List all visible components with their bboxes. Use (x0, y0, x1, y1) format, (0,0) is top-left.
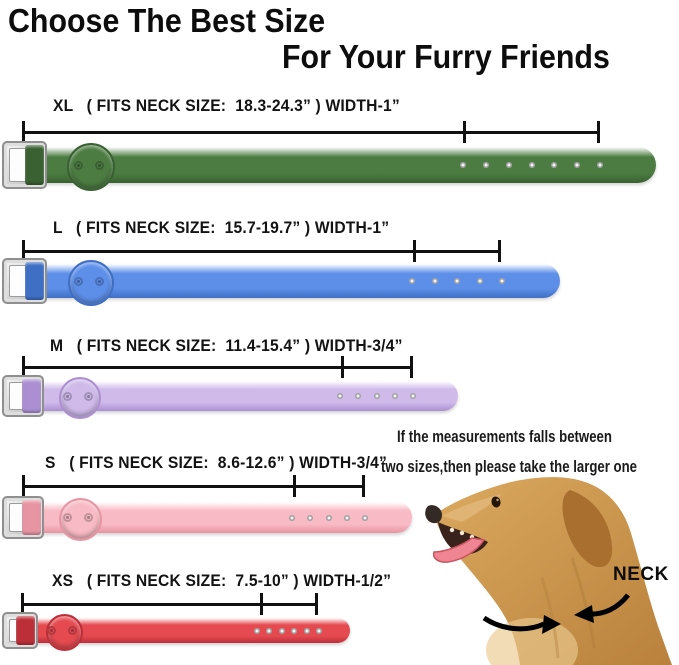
dimension-line-bar (21, 602, 318, 606)
rivet (74, 160, 83, 170)
dog-head (434, 477, 672, 665)
dimension-tick-mid (293, 475, 296, 497)
dog-tooth (459, 530, 465, 536)
dog-neck-shading (570, 557, 596, 649)
adjustment-hole (482, 162, 489, 168)
dimension-tick-end (315, 593, 318, 615)
rivet (68, 626, 77, 635)
adjustment-hole (289, 514, 295, 521)
dimension-tick-end (597, 121, 600, 143)
dog-tongue (432, 537, 486, 563)
adjustment-hole (551, 162, 558, 168)
adjustment-hole (499, 278, 505, 284)
adjustment-hole (343, 514, 350, 521)
adjustment-hole (266, 627, 273, 634)
dimension-tick-end (362, 475, 365, 497)
neck-arrow-right (574, 593, 630, 623)
adjustment-hole (316, 627, 322, 634)
dimension-tick-end (410, 356, 413, 378)
rivet (47, 626, 56, 635)
adjustment-hole (505, 162, 512, 168)
adjustment-hole (528, 162, 535, 168)
dimension-line-bar (22, 365, 413, 369)
adjustment-hole (431, 278, 438, 284)
dog-photo (425, 477, 672, 665)
dimension-tick-start (22, 240, 25, 262)
dimension-line (22, 240, 501, 262)
dimension-tick-end (498, 240, 501, 262)
adjustment-hole (254, 627, 260, 634)
size-label-m: M ( FITS NECK SIZE: 11.4-15.4” ) WIDTH-3… (50, 336, 403, 355)
dimension-line (22, 475, 365, 497)
note-line-1: If the measurements falls between (397, 428, 612, 446)
adjustment-hole (278, 627, 285, 634)
dimension-tick-start (22, 356, 25, 378)
adjustment-hole (325, 514, 332, 521)
dimension-tick-start (21, 593, 24, 615)
adjustment-hole (476, 278, 483, 284)
dimension-line (21, 593, 318, 615)
dog-eye-highlight (496, 498, 499, 502)
adjustment-hole (454, 278, 460, 284)
title-line-2: For Your Furry Friends (282, 38, 610, 75)
neck-arrow-left (482, 615, 561, 634)
rivet (95, 160, 104, 170)
dog-muzzle-shading (442, 494, 502, 522)
dimension-line (22, 356, 413, 378)
dog-ear (562, 490, 613, 568)
dog-neck-shading (540, 577, 560, 659)
dimension-line (22, 121, 600, 143)
note-line-2: two sizes,then please take the larger on… (381, 458, 638, 476)
adjustment-hole (597, 162, 603, 168)
adjustment-hole (291, 627, 298, 634)
dog-nose (425, 505, 442, 524)
rivet (63, 513, 72, 522)
size-label-xs: XS ( FITS NECK SIZE: 7.5-10” ) WIDTH-1/2… (52, 571, 392, 590)
dimension-tick-mid (463, 121, 466, 143)
buckle-strap-end (25, 145, 44, 185)
buckle-strap-end (22, 379, 41, 413)
title-line-1: Choose The Best Size (8, 2, 326, 39)
rivet (84, 513, 93, 522)
adjustment-hole (373, 393, 380, 399)
dimension-line-bar (22, 249, 501, 253)
rivet (84, 391, 93, 401)
adjustment-hole (337, 393, 343, 399)
neck-measurement-label: NECK (613, 564, 669, 585)
rivet (95, 276, 104, 286)
dimension-tick-start (22, 475, 25, 497)
adjustment-hole (303, 627, 310, 634)
adjustment-hole (355, 393, 362, 399)
keeper-ring (59, 377, 101, 419)
dimension-tick-start (22, 121, 25, 143)
dimension-tick-mid (341, 356, 344, 378)
collar-strap-xl (20, 147, 656, 183)
size-label-s: S ( FITS NECK SIZE: 8.6-12.6” ) WIDTH-3/… (45, 453, 387, 472)
size-label-l: L ( FITS NECK SIZE: 15.7-19.7” ) WIDTH-1… (53, 218, 390, 237)
adjustment-hole (574, 162, 581, 168)
adjustment-hole (391, 393, 398, 399)
adjustment-hole (460, 162, 466, 168)
dimension-tick-mid (413, 240, 416, 262)
adjustment-hole (362, 514, 368, 521)
adjustment-hole (409, 278, 415, 284)
dimension-line-bar (22, 484, 365, 488)
buckle-strap-end (25, 262, 44, 300)
adjustment-hole (410, 393, 416, 399)
dimension-line-bar (22, 130, 600, 134)
dimension-tick-mid (260, 593, 263, 615)
size-label-xl: XL ( FITS NECK SIZE: 18.3-24.3” ) WIDTH-… (53, 96, 400, 115)
rivet (63, 391, 72, 401)
buckle-strap-end (16, 616, 35, 645)
rivet (74, 276, 83, 286)
adjustment-hole (307, 514, 314, 521)
dog-tooth (449, 527, 455, 533)
buckle-strap-end (22, 500, 41, 535)
